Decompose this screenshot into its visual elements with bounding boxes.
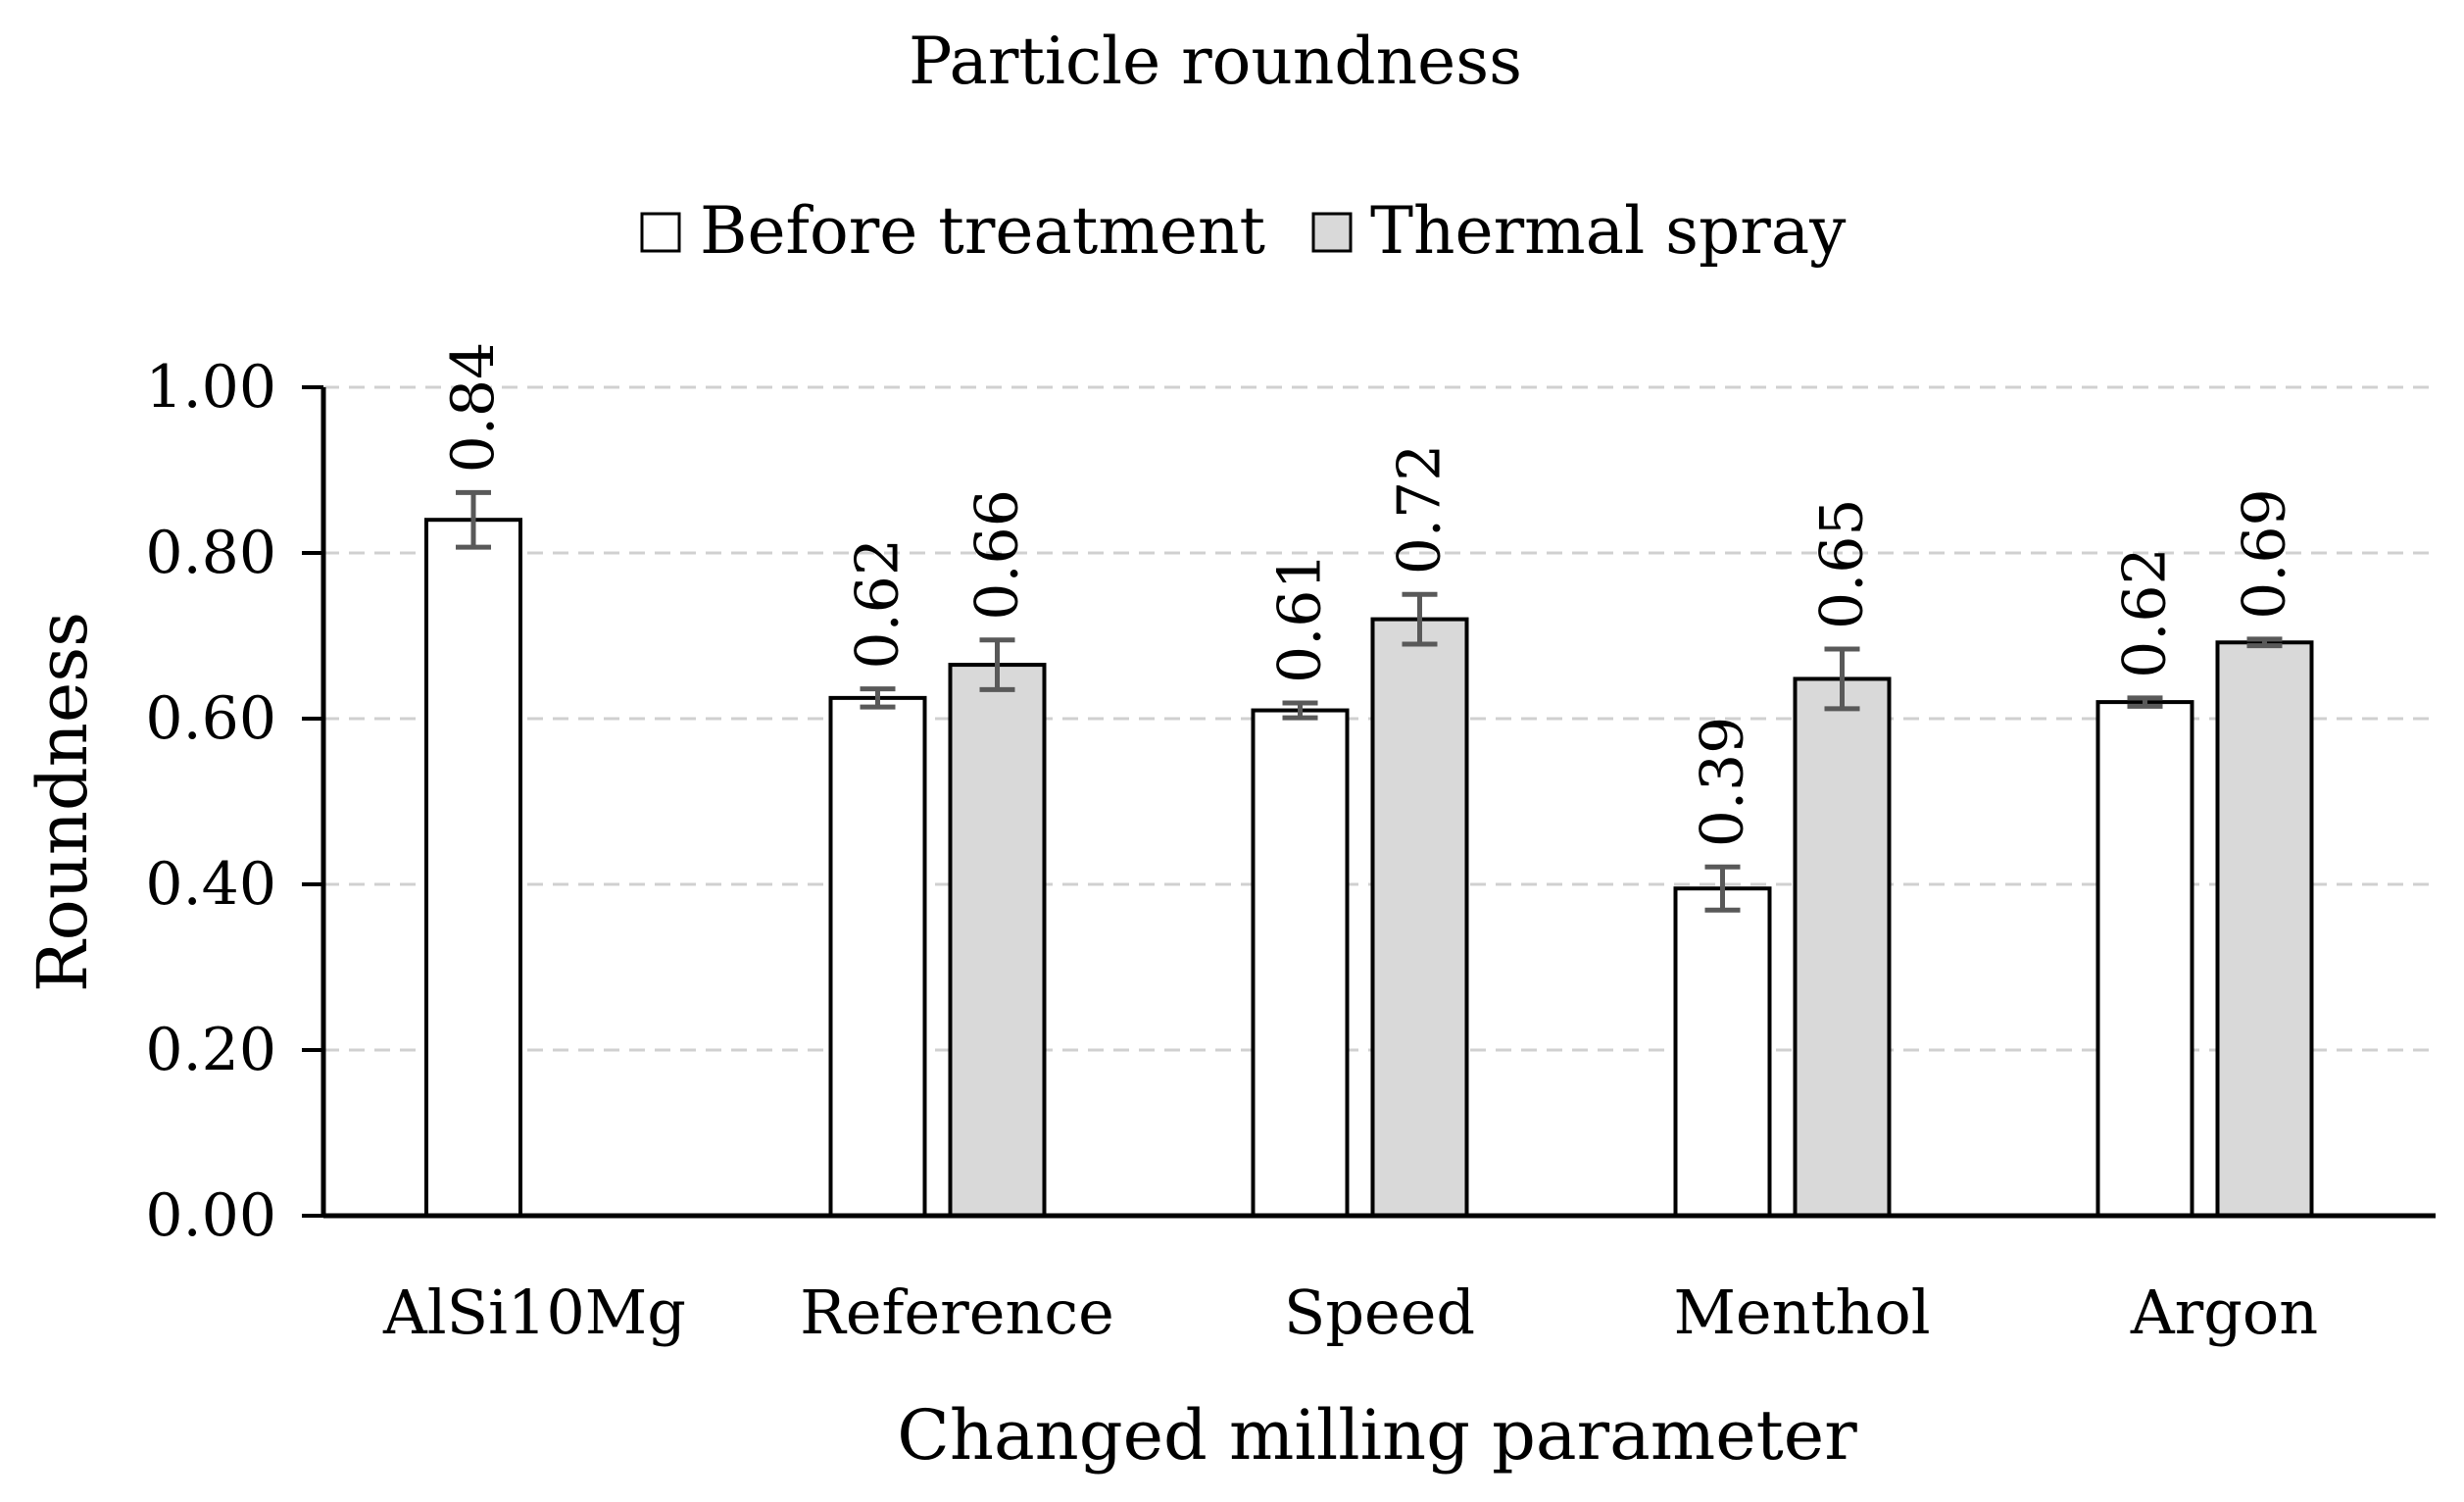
bar-before-treatment	[424, 518, 522, 1218]
legend-swatch-thermal-spray	[1311, 212, 1353, 253]
legend-swatch-before-treatment	[640, 212, 681, 253]
legend: Before treatment Thermal spray	[640, 193, 1847, 269]
x-category-label: Reference	[800, 1277, 1114, 1348]
bar-before-treatment	[1673, 886, 1772, 1218]
axes	[320, 387, 2436, 1219]
data-label: 0.62	[844, 538, 912, 670]
data-label: 0.65	[1808, 498, 1877, 629]
y-axis-title: Roundness	[23, 612, 103, 992]
x-category-label: Menthol	[1673, 1277, 1930, 1348]
bars	[424, 489, 2314, 1218]
bar-before-treatment	[2095, 700, 2194, 1218]
x-category-label: AlSi10Mg	[382, 1277, 686, 1348]
bar-before-treatment	[1251, 708, 1350, 1218]
y-tick-label: 0.00	[145, 1181, 276, 1250]
data-label: 0.61	[1266, 552, 1335, 683]
y-tick-label: 0.20	[145, 1016, 276, 1084]
y-tick-label: 1.00	[145, 353, 276, 422]
bar-thermal-spray	[948, 663, 1047, 1218]
y-tick-labels: 0.00 0.20 0.40 0.60 0.80 1.00	[145, 353, 276, 1250]
x-category-labels: AlSi10Mg Reference Speed Menthol Argon	[382, 1277, 2318, 1348]
data-label: 0.72	[1386, 444, 1454, 576]
bar-thermal-spray	[1793, 676, 1892, 1218]
bar-before-treatment	[828, 695, 927, 1218]
legend-label-before-treatment: Before treatment	[700, 193, 1265, 269]
x-category-label: Argon	[2130, 1277, 2318, 1348]
data-label: 0.84	[439, 342, 508, 474]
data-label: 0.39	[1689, 717, 1757, 848]
data-labels: 0.84 0.62 0.66 0.61 0.72 0.39 0.65 0.62 0.69	[439, 342, 2299, 848]
chart-title: Particle roundness	[909, 24, 1522, 99]
y-tick-label: 0.80	[145, 519, 276, 587]
y-tick-label: 0.60	[145, 684, 276, 753]
bar-thermal-spray	[1370, 617, 1469, 1218]
y-tick-label: 0.40	[145, 850, 276, 919]
data-label: 0.66	[963, 489, 1032, 621]
x-axis-title: Changed milling parameter	[897, 1395, 1857, 1476]
data-label: 0.62	[2111, 547, 2180, 678]
data-label: 0.69	[2231, 488, 2299, 620]
x-category-label: Speed	[1284, 1277, 1475, 1348]
bar-thermal-spray	[2215, 640, 2314, 1218]
legend-label-thermal-spray: Thermal spray	[1370, 193, 1847, 269]
